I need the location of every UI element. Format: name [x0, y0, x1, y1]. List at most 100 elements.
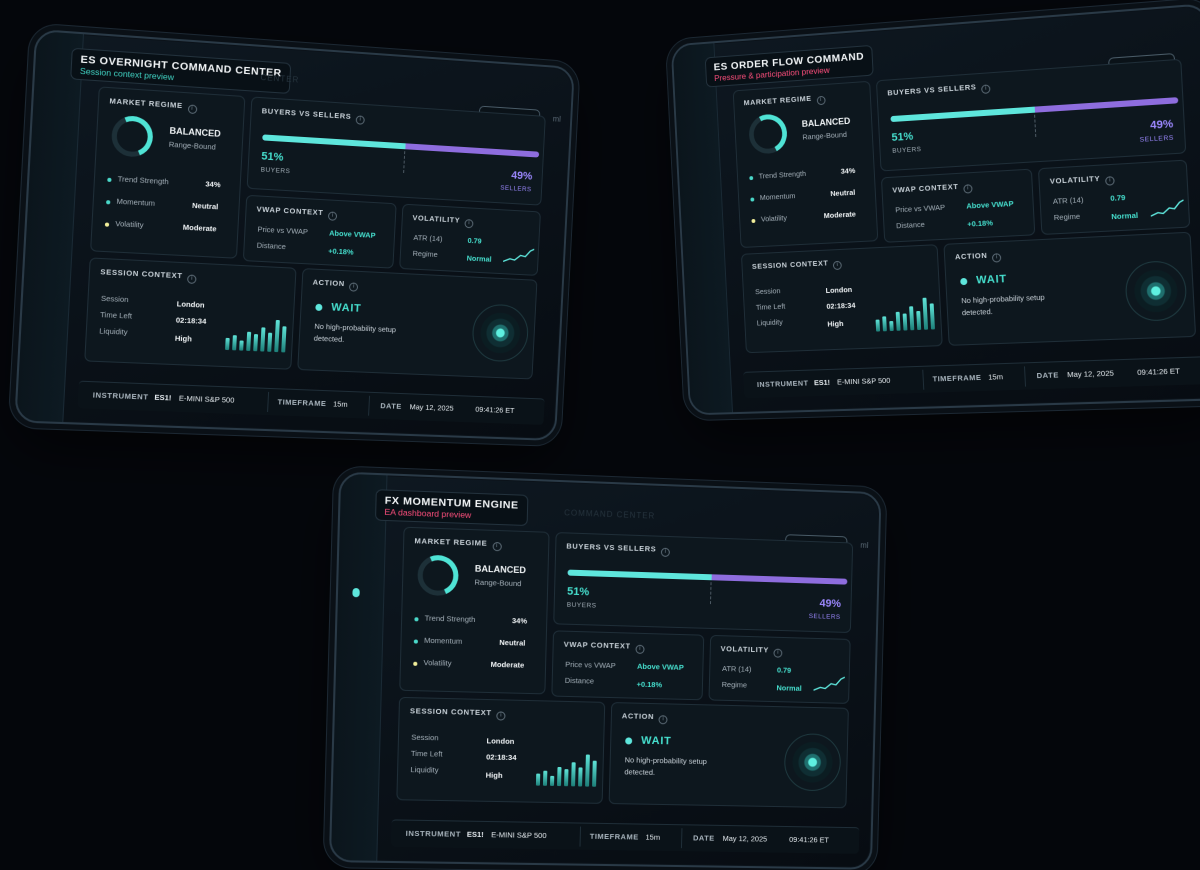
info-icon[interactable]: i	[356, 115, 365, 125]
regime-ring-arc	[412, 549, 465, 602]
vwap-row-label: Price vs VWAP	[565, 660, 616, 670]
instrument-name: E-MINI S&P 500	[837, 376, 891, 387]
balance-bar	[262, 134, 539, 157]
instrument-code: ES1!	[467, 830, 484, 839]
info-icon[interactable]: i	[774, 649, 783, 658]
session-row-label: Liquidity	[756, 318, 783, 328]
date-label: DATE	[380, 401, 402, 411]
signal-pulse-icon	[1124, 260, 1188, 322]
title-tag: ES ORDER FLOW COMMAND Pressure & partici…	[705, 45, 874, 88]
dashboard-body: MARKET REGIME i BALANCED Range-Bound Tren…	[673, 5, 1200, 46]
buyers-fill	[890, 107, 1034, 122]
info-icon[interactable]: i	[981, 84, 990, 94]
instrument-name: E-MINI S&P 500	[179, 394, 235, 405]
vwap-row-value: +0.18%	[328, 246, 354, 256]
liquidity-bar	[909, 306, 914, 330]
volatility-heading: VOLATILITY	[412, 213, 460, 225]
liquidity-bar	[922, 298, 928, 330]
info-icon[interactable]: i	[349, 282, 358, 291]
session-heading: SESSION CONTEXT	[410, 706, 492, 717]
info-icon[interactable]: i	[636, 645, 645, 654]
divider	[681, 828, 683, 848]
card-heading: MARKET REGIME i	[414, 536, 501, 551]
info-icon[interactable]: i	[187, 274, 197, 284]
liquidity-bar	[916, 311, 921, 330]
time-value: 09:41:26 ET	[475, 405, 515, 415]
session-row-label: Session	[755, 286, 781, 296]
info-icon[interactable]: i	[992, 253, 1002, 262]
liquidity-bar	[592, 761, 597, 787]
volatility-row-value: 0.79	[467, 236, 481, 246]
liquidity-bar	[578, 767, 583, 786]
date-value: May 12, 2025	[409, 402, 453, 413]
bullet-icon	[105, 222, 109, 226]
info-icon[interactable]: i	[496, 711, 505, 720]
card-heading: VWAP CONTEXT i	[564, 640, 645, 654]
timeframe-value: 15m	[333, 399, 348, 408]
regime-row-label: Momentum	[424, 636, 462, 646]
regime-row-label: Trend Strength	[117, 174, 168, 186]
signal-pulse-icon	[784, 733, 842, 791]
liquidity-bar	[253, 334, 258, 351]
timeframe-label: TIMEFRAME	[932, 373, 981, 384]
volatility-card: VOLATILITY i ATR (14) 0.79 Regime Normal	[708, 635, 850, 704]
ghost-heading: COMMAND CENTER	[564, 508, 655, 520]
liquidity-bar	[260, 327, 265, 351]
instrument-label: INSTRUMENT	[93, 390, 149, 401]
instrument-label: INSTRUMENT	[757, 379, 809, 389]
info-icon[interactable]: i	[816, 96, 825, 105]
timeframe-label: TIMEFRAME	[590, 832, 639, 842]
time-value: 09:41:26 ET	[789, 835, 829, 845]
bullet-icon	[107, 178, 111, 182]
vwap-row-value: +0.18%	[637, 680, 663, 690]
action-card: ACTION i WAIT No high-probability setup d…	[297, 268, 537, 379]
regime-row-value: Moderate	[824, 210, 857, 221]
bullet-icon	[414, 639, 418, 643]
liquidity-bar	[536, 774, 540, 786]
session-row-value: 02:18:34	[486, 752, 517, 762]
info-icon[interactable]: i	[661, 548, 670, 557]
buyers-label: BUYERS	[260, 166, 290, 175]
liquidity-bar	[903, 313, 908, 330]
divider	[922, 370, 924, 390]
time-value: 09:41:26 ET	[1137, 366, 1180, 377]
info-icon[interactable]: i	[492, 542, 501, 551]
date-label: DATE	[1036, 370, 1059, 380]
date-value: May 12, 2025	[723, 834, 768, 844]
card-heading: MARKET REGIME i	[109, 96, 197, 114]
vwap-card: VWAP CONTEXT i Price vs VWAP Above VWAP D…	[243, 195, 397, 269]
vwap-heading: VWAP CONTEXT	[892, 182, 959, 195]
sidebar-indicator-icon[interactable]	[352, 588, 359, 597]
session-row-value: High	[827, 319, 844, 329]
market-regime-card: MARKET REGIME i BALANCED Range-Bound Tren…	[733, 81, 879, 248]
info-icon[interactable]: i	[963, 184, 972, 194]
liquidity-bar	[882, 316, 887, 331]
session-row-value: London	[825, 285, 852, 295]
tablet-fx-momentum: FX MOMENTUM ENGINE EA dashboard preview …	[329, 472, 882, 870]
session-row-value: High	[175, 334, 192, 344]
volatility-card: VOLATILITY i ATR (14) 0.79 Regime Normal	[1038, 160, 1190, 235]
action-heading: ACTION	[622, 711, 654, 721]
sellers-label: SELLERS	[1139, 135, 1174, 144]
info-icon[interactable]: i	[187, 104, 197, 114]
bullet-icon	[414, 617, 418, 621]
regime-sub: Range-Bound	[474, 578, 521, 589]
liquidity-bar	[225, 338, 230, 350]
info-footer: INSTRUMENT ES1! E-MINI S&P 500 TIMEFRAME…	[391, 819, 859, 853]
card-heading: SESSION CONTEXT i	[752, 258, 842, 274]
liquidity-bar	[896, 312, 901, 331]
info-icon[interactable]: i	[833, 261, 842, 270]
info-icon[interactable]: i	[1105, 176, 1115, 186]
regime-sub: Range-Bound	[802, 130, 847, 142]
info-icon[interactable]: i	[465, 219, 474, 228]
info-icon[interactable]: i	[328, 211, 337, 220]
volatility-sparkline-icon	[503, 246, 534, 265]
volatility-row-label: ATR (14)	[413, 233, 442, 243]
info-icon[interactable]: i	[659, 715, 668, 724]
volatility-heading: VOLATILITY	[1050, 174, 1101, 186]
sidebar	[673, 43, 733, 413]
vwap-row-label: Price vs VWAP	[257, 225, 308, 237]
buyers-sellers-heading: BUYERS VS SELLERS	[887, 82, 976, 97]
regime-state: BALANCED	[475, 564, 526, 576]
market-regime-card: MARKET REGIME i BALANCED Range-Bound Tren…	[90, 86, 245, 258]
